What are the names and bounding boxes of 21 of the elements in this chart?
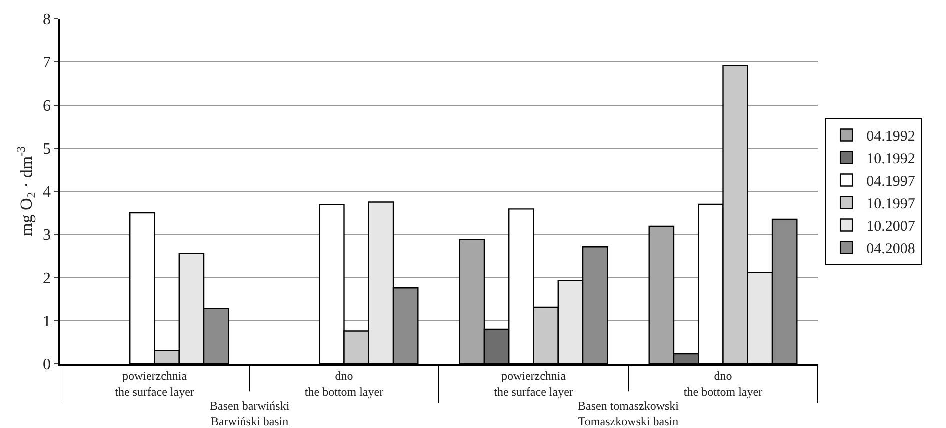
y-tick-label: 8	[43, 12, 52, 29]
y-tick-label: 6	[43, 98, 52, 115]
y-tick-label: 4	[43, 184, 52, 202]
text: Basen tomaszkowski Tomaszkowski basin	[578, 399, 680, 428]
x-tick-label: powierzchnia the surface layer	[494, 369, 574, 399]
y-tick-label: 1	[43, 313, 52, 330]
legend-label: 10.1997	[866, 196, 916, 213]
legend-label: 04.2008	[866, 242, 916, 258]
x-tick-label: dno the bottom layer	[304, 369, 384, 399]
text: Basen barwiński Barwiński basin	[210, 399, 290, 428]
legend-label: 04.1997	[866, 174, 916, 190]
legend-label: 10.1992	[866, 152, 916, 168]
legend-label: 04.1992	[866, 129, 916, 146]
y-tick-label: 0	[43, 356, 52, 374]
y-tick-label: 5	[43, 140, 52, 158]
y-tick-label: 7	[43, 54, 52, 72]
y-tick-label: 2	[43, 270, 52, 288]
x-tick-label: dno the bottom layer	[684, 369, 763, 399]
legend-label: 10.2007	[866, 219, 916, 236]
x-tick-label: powierzchnia the surface layer	[115, 369, 194, 399]
y-tick-label: 3	[43, 227, 52, 244]
